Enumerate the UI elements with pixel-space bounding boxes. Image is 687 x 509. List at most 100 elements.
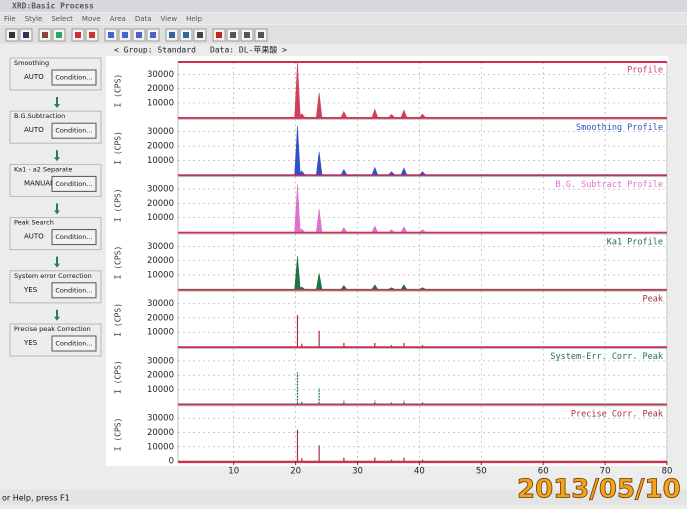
step-label: Ka1 - a2 Separate (14, 165, 72, 173)
y-tick-label: 20000 (147, 84, 174, 94)
condition-button-label[interactable]: Condition... (55, 286, 92, 294)
x-tick-label: 80 (662, 467, 673, 477)
toolbar-icon (230, 32, 236, 38)
y-tick-label: 10000 (147, 270, 174, 280)
step-value: AUTO (24, 126, 44, 134)
menu-item[interactable]: Area (110, 15, 126, 23)
x-tick-label: 40 (414, 467, 425, 477)
x-tick-label: 30 (352, 467, 363, 477)
y-tick-label: 30000 (147, 242, 174, 252)
y-axis-label: I (CPS) (114, 360, 123, 394)
condition-button-label[interactable]: Condition... (55, 340, 92, 348)
toolbar-icon (42, 32, 48, 38)
toolbar-icon (75, 32, 81, 38)
toolbar-icon (136, 32, 142, 38)
step-value: MANUAL (24, 179, 54, 187)
y-tick-label: 20000 (147, 142, 174, 152)
flow-arrow-head (54, 316, 60, 321)
x-tick-label: 50 (476, 467, 487, 477)
step-label: Smoothing (14, 59, 49, 67)
panel-title: Ka1 Profile (607, 237, 663, 247)
menu-item[interactable]: Move (82, 15, 101, 23)
y-tick-label: 10000 (147, 385, 174, 395)
panel-title: B.G. Subtract Profile (556, 180, 663, 190)
y-tick-label: 10000 (147, 156, 174, 166)
condition-button-label[interactable]: Condition... (55, 180, 92, 188)
menu-item[interactable]: File (4, 15, 16, 23)
flow-arrow-head (54, 157, 60, 162)
y-tick-label: 30000 (147, 356, 174, 366)
x-tick-label: 10 (228, 467, 239, 477)
toolbar-icon (258, 32, 264, 38)
status-text: or Help, press F1 (2, 494, 70, 503)
toolbar-icon (183, 32, 189, 38)
step-value: AUTO (24, 233, 44, 241)
condition-button[interactable] (51, 229, 97, 246)
toolbar-icon (108, 32, 114, 38)
y-axis-label: I (CPS) (114, 418, 123, 452)
step-label: System error Correction (14, 272, 92, 280)
step-label: Peak Search (14, 219, 54, 227)
plot-area (106, 56, 668, 466)
condition-button[interactable] (51, 69, 97, 86)
x-tick-label: 70 (600, 467, 611, 477)
flow-arrow-head (54, 210, 60, 215)
y-axis-label: I (CPS) (114, 131, 123, 165)
y-axis-label: I (CPS) (114, 246, 123, 280)
timestamp: 2013/05/10 15 (517, 475, 687, 505)
condition-button-label[interactable]: Condition... (55, 233, 92, 241)
menu-item[interactable]: Select (51, 15, 73, 23)
y-tick-label: 30000 (147, 185, 174, 195)
y-tick-label: 10000 (147, 99, 174, 109)
toolbar-icon (197, 32, 203, 38)
y-axis-label: I (CPS) (114, 188, 123, 222)
toolbar-icon (56, 32, 62, 38)
condition-button[interactable] (51, 282, 97, 299)
y-tick-label: 20000 (147, 428, 174, 438)
y-tick-label: 20000 (147, 199, 174, 209)
toolbar-icon (122, 32, 128, 38)
menu-bar (0, 13, 687, 24)
toolbar-icon (216, 32, 222, 38)
y-tick-label: 20000 (147, 371, 174, 381)
toolbar-icon (9, 32, 15, 38)
data-label: Data: DL-苹果酸 > (210, 45, 287, 55)
toolbar-icon (150, 32, 156, 38)
step-value: YES (23, 339, 38, 347)
y-tick-label: 30000 (147, 70, 174, 80)
y-tick-label: 30000 (147, 127, 174, 137)
condition-button[interactable] (51, 335, 97, 352)
toolbar-icon (244, 32, 250, 38)
step-label: B.G.Subtraction (14, 112, 65, 120)
step-value: AUTO (24, 73, 44, 81)
step-label: Precise peak Correction (14, 325, 91, 333)
y-tick-label: 30000 (147, 414, 174, 424)
menu-item[interactable]: View (161, 15, 178, 23)
menu-item[interactable]: Data (135, 15, 152, 23)
menu-item[interactable]: Style (25, 15, 43, 23)
toolbar-icon (23, 32, 29, 38)
condition-button-label[interactable]: Condition... (55, 74, 92, 82)
panel-title: Smoothing Profile (576, 123, 663, 133)
x-tick-label: 60 (538, 467, 549, 477)
menu-item[interactable]: Help (186, 15, 203, 23)
panel-title: System-Err. Corr. Peak (550, 352, 663, 362)
y-tick-label: 10000 (147, 328, 174, 338)
window-title: XRD:Basic Process (12, 1, 94, 11)
condition-button[interactable] (51, 122, 97, 139)
step-value: YES (23, 286, 38, 294)
panel-title: Profile (627, 66, 663, 76)
y-tick-label: 30000 (147, 299, 174, 309)
flow-arrow-head (54, 263, 60, 268)
panel-title: Peak (643, 295, 663, 305)
y-tick-label: 0 (169, 457, 174, 467)
group-label: < Group: Standard (114, 46, 196, 55)
title-bar (0, 0, 687, 12)
toolbar-icon (169, 32, 175, 38)
condition-button-label[interactable]: Condition... (55, 127, 92, 135)
condition-button[interactable] (51, 175, 97, 192)
panel-title: Precise Corr. Peak (571, 409, 663, 419)
y-tick-label: 10000 (147, 213, 174, 223)
